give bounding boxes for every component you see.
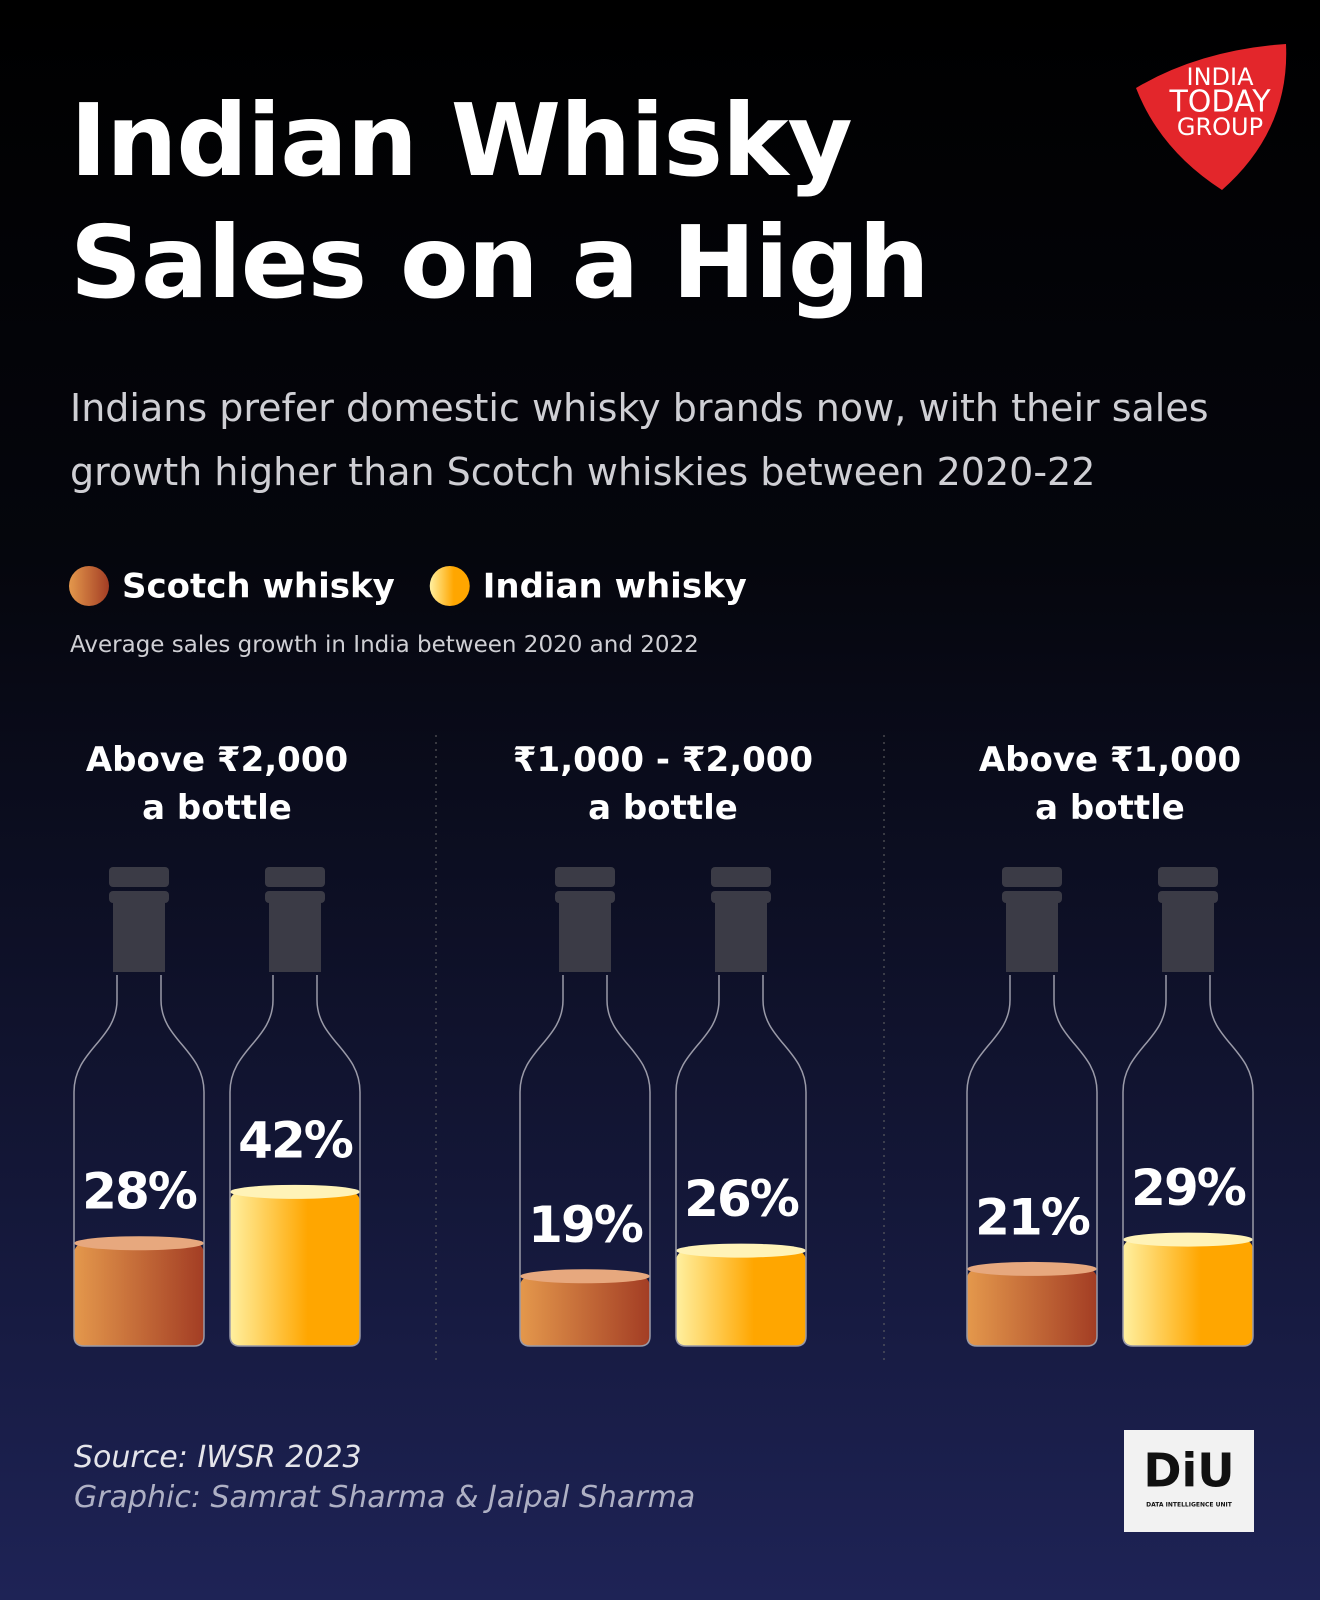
- liquid-surface: [74, 1236, 204, 1251]
- bottle-neck: [1006, 903, 1058, 972]
- liquid: [520, 1276, 650, 1346]
- diu-logo: DiU DATA INTELLIGENCE UNIT: [1124, 1430, 1254, 1532]
- logo-text: GROUP: [1177, 113, 1263, 141]
- bottle-cap: [265, 891, 325, 903]
- legend-swatch: [429, 566, 470, 606]
- bottle-neck: [559, 903, 611, 972]
- liquid: [74, 1243, 204, 1346]
- liquid-surface: [230, 1184, 360, 1199]
- liquid: [676, 1250, 806, 1346]
- india-today-logo: INDIA TODAY GROUP: [1136, 44, 1287, 190]
- bottle-neck: [113, 903, 165, 972]
- chart-title: Indian Whisky Sales on a High: [70, 82, 930, 321]
- bottle-outline: [675, 975, 807, 1347]
- liquid: [967, 1268, 1097, 1346]
- logo-text: INDIA: [1186, 63, 1254, 91]
- bottle-cap: [1158, 867, 1218, 887]
- liquid-surface: [967, 1261, 1097, 1276]
- bottle-outline: [229, 975, 361, 1347]
- bottle-cap: [711, 891, 771, 903]
- logo-text: TODAY: [1168, 85, 1271, 120]
- bottle-cap: [265, 867, 325, 887]
- legend-label: Scotch whisky: [122, 567, 395, 607]
- liquid-surface: [520, 1269, 650, 1284]
- diu-text: DiU: [1143, 1444, 1234, 1498]
- value-label: 28%: [82, 1163, 197, 1221]
- diu-subtext: DATA INTELLIGENCE UNIT: [1146, 1502, 1233, 1509]
- liquid-surface: [1123, 1232, 1253, 1247]
- liquid-surface: [676, 1243, 806, 1258]
- category-label: Above ₹1,000 a bottle: [978, 740, 1242, 828]
- bottle-cap: [1158, 891, 1218, 903]
- bottle-cap: [109, 867, 169, 887]
- bottle-cap: [109, 891, 169, 903]
- bottle-cap: [555, 867, 615, 887]
- category-label: ₹1,000 - ₹2,000 a bottle: [512, 740, 814, 828]
- bottle-outline: [1122, 975, 1254, 1347]
- legend-swatch: [69, 566, 109, 606]
- credit: Graphic: Samrat Sharma & Jaipal Sharma: [74, 1480, 696, 1515]
- chart-subtitle: Indians prefer domestic whisky brands no…: [70, 386, 1209, 494]
- bottle-outline: [519, 975, 651, 1347]
- bottle-neck: [269, 903, 321, 972]
- bottle-cap: [1002, 891, 1062, 903]
- value-label: 19%: [528, 1196, 643, 1254]
- liquid: [1123, 1239, 1253, 1346]
- bottle-cap: [711, 867, 771, 887]
- value-label: 42%: [238, 1111, 353, 1169]
- category-label: Above ₹2,000 a bottle: [85, 740, 349, 828]
- bottle-cap: [1002, 867, 1062, 887]
- bottle-outline: [966, 975, 1098, 1347]
- legend-label: Indian whisky: [483, 567, 747, 607]
- chart-note: Average sales growth in India between 20…: [70, 632, 699, 658]
- bottle-cap: [555, 891, 615, 903]
- value-label: 26%: [684, 1170, 799, 1228]
- bottle-neck: [1162, 903, 1214, 972]
- value-label: 29%: [1131, 1159, 1246, 1217]
- bottle-outline: [73, 975, 205, 1347]
- liquid: [230, 1191, 360, 1346]
- source: Source: IWSR 2023: [74, 1440, 362, 1475]
- value-label: 21%: [975, 1188, 1090, 1246]
- bottle-neck: [715, 903, 767, 972]
